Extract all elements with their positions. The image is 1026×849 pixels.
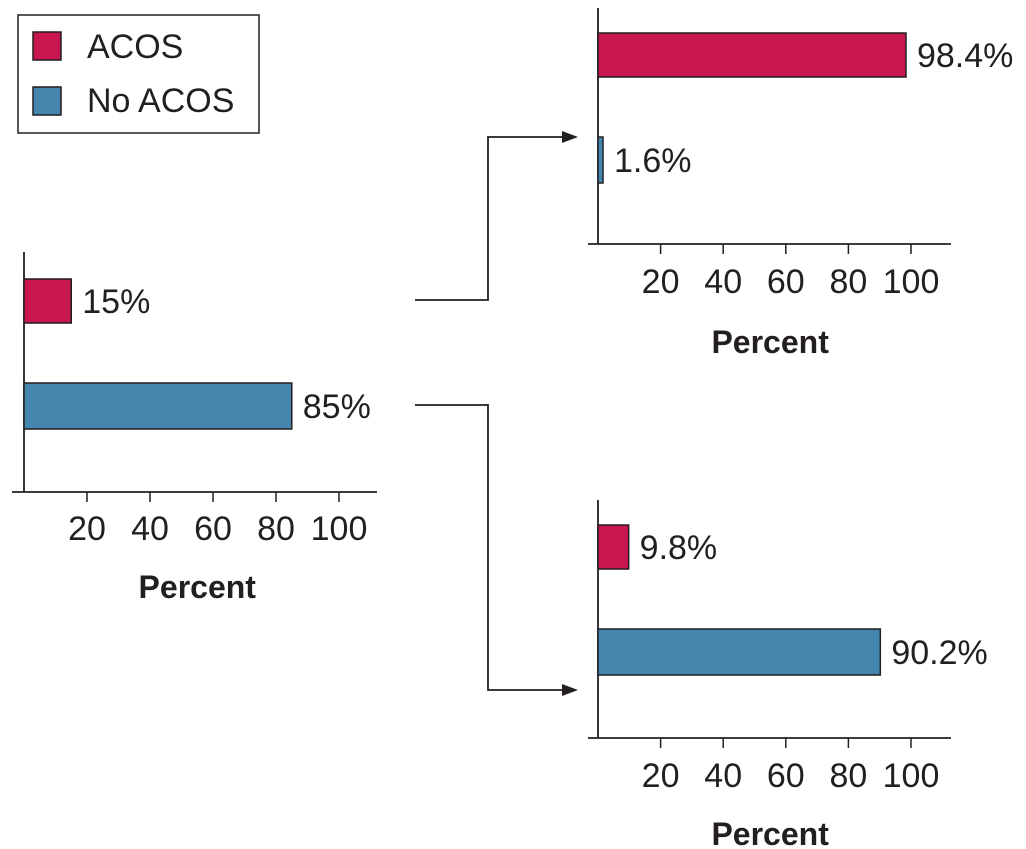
x-tick-label: 100: [311, 510, 368, 548]
connector-acos-arrow: [415, 136, 568, 301]
bar-acos: [23, 278, 72, 324]
chart-overall: 20 40 60 80 100 Percent 15% 85%: [12, 252, 377, 605]
x-axis-title: Percent: [711, 324, 829, 360]
bar-no-acos: [597, 628, 882, 676]
x-axis-title: Percent: [711, 816, 829, 849]
legend-label-acos: ACOS: [87, 28, 183, 66]
x-tick-label: 20: [68, 510, 106, 548]
x-tick-label: 60: [194, 510, 232, 548]
x-tick-label: 20: [642, 757, 680, 795]
x-tick-label: 80: [829, 757, 867, 795]
x-tick-label: 80: [829, 263, 867, 301]
connectors: [415, 131, 578, 696]
x-tick-label: 40: [704, 757, 742, 795]
data-label: 98.4%: [917, 37, 1013, 75]
x-tick-label: 20: [642, 263, 680, 301]
chart-no-acos-subgroup: 20 40 60 80 100 Percent 9.8% 90.2%: [588, 500, 988, 849]
data-label: 90.2%: [891, 634, 987, 672]
bar-acos: [597, 32, 907, 78]
legend-swatch-no-acos: [32, 86, 62, 116]
bar-acos: [597, 524, 630, 570]
x-axis-title: Percent: [139, 569, 257, 605]
legend: ACOS No ACOS: [17, 14, 260, 134]
legend-swatch-acos: [32, 31, 62, 61]
x-tick-label: 60: [767, 757, 805, 795]
x-tick-label: 40: [131, 510, 169, 548]
x-tick-label: 100: [883, 263, 940, 301]
bar-no-acos: [597, 136, 604, 184]
x-tick-label: 60: [767, 263, 805, 301]
arrowhead-top: [562, 131, 578, 143]
legend-label-no-acos: No ACOS: [87, 82, 234, 120]
bar-no-acos: [23, 382, 293, 430]
connector-no-acos-arrow: [415, 404, 568, 691]
x-tick-label: 40: [704, 263, 742, 301]
data-label: 15%: [82, 283, 150, 321]
chart-acos-subgroup: 20 40 60 80 100 Percent 98.4% 1.6%: [588, 8, 1013, 360]
x-tick-label: 100: [883, 757, 940, 795]
data-label: 1.6%: [614, 142, 692, 180]
x-tick-label: 80: [257, 510, 295, 548]
arrowhead-bottom: [562, 684, 578, 696]
data-label: 9.8%: [640, 529, 718, 567]
data-label: 85%: [303, 388, 371, 426]
